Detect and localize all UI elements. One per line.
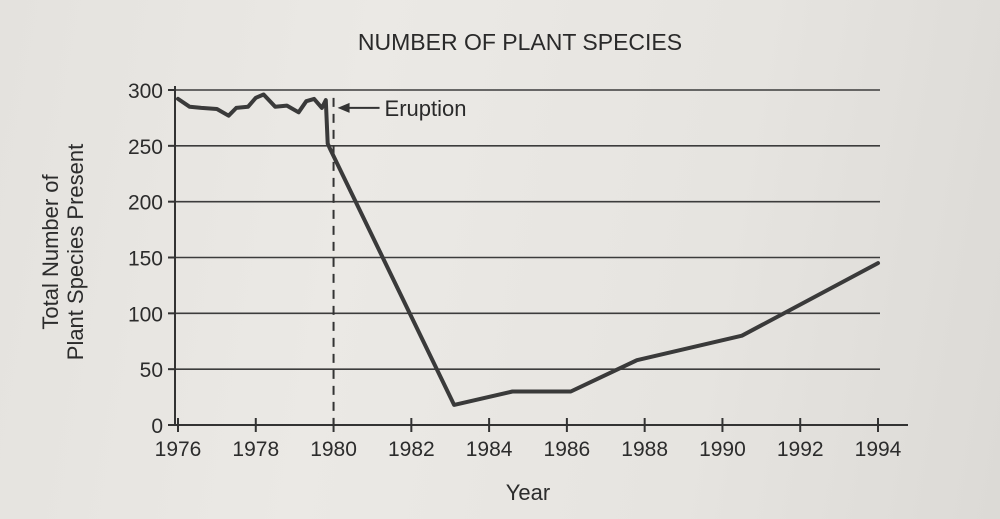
- x-tick-label: 1986: [544, 438, 591, 461]
- eruption-annotation: Eruption: [337, 96, 467, 121]
- y-tick-label: 50: [140, 359, 163, 382]
- series-line: [176, 92, 880, 407]
- eruption-label: Eruption: [385, 96, 467, 121]
- y-tick-label: 300: [128, 80, 163, 103]
- eruption-arrowhead: [337, 102, 350, 113]
- x-ticks: 1976 1978 1980 1982 1984 1986 1988 1990 1992 1994: [155, 418, 902, 461]
- x-tick-label: 1990: [699, 438, 746, 461]
- y-tick-label: 250: [128, 136, 163, 159]
- x-tick-label: 1976: [155, 438, 202, 461]
- y-tick-label: 150: [128, 248, 163, 271]
- x-tick-label: 1984: [466, 438, 513, 461]
- y-axis-title: Total Number of Plant Species Present: [38, 144, 88, 360]
- x-tick-label: 1980: [310, 438, 357, 461]
- x-tick-label: 1994: [855, 438, 902, 461]
- y-axis-title-line-2: Plant Species Present: [63, 144, 88, 360]
- x-tick-label: 1988: [621, 438, 668, 461]
- x-tick-label: 1992: [777, 438, 824, 461]
- x-tick-label: 1978: [232, 438, 279, 461]
- y-tick-label: 0: [151, 415, 163, 438]
- y-axis-title-line-1: Total Number of: [38, 173, 63, 329]
- y-tick-label: 200: [128, 192, 163, 215]
- gridlines: [175, 89, 880, 370]
- chart-title: NUMBER OF PLANT SPECIES: [358, 29, 682, 55]
- y-ticks: 0 50 100 150 200 250 300: [128, 80, 175, 438]
- x-tick-label: 1982: [388, 438, 435, 461]
- x-axis-title: Year: [506, 480, 550, 505]
- y-tick-label: 100: [128, 303, 163, 326]
